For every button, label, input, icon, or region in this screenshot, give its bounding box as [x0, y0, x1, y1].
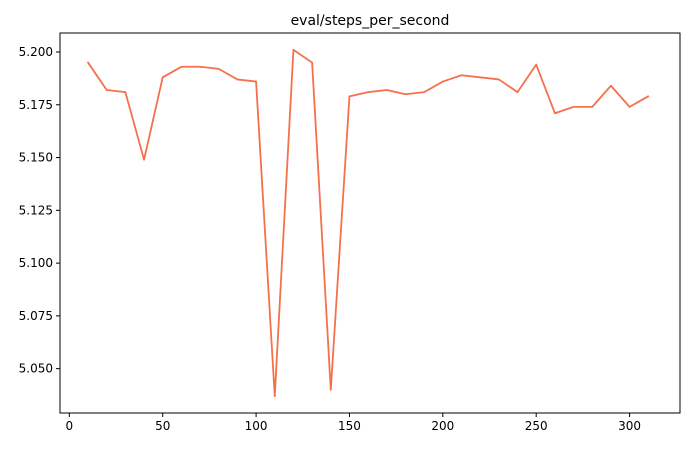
- data-point: [292, 48, 295, 51]
- data-point: [404, 93, 407, 96]
- plot-frame: [59, 32, 681, 414]
- data-point: [105, 89, 108, 91]
- y-tick-label: 5.150: [19, 151, 53, 165]
- data-point: [273, 395, 276, 398]
- y-tick-label: 5.200: [19, 45, 53, 59]
- series-line: [87, 48, 649, 398]
- y-tick-label: 5.100: [19, 256, 53, 270]
- x-tick-label: 50: [155, 419, 170, 433]
- y-tick-label: 5.075: [19, 309, 53, 323]
- x-tick-label: 300: [618, 419, 641, 433]
- chart-title: eval/steps_per_second: [291, 13, 450, 29]
- data-point: [497, 78, 500, 81]
- data-point: [516, 91, 519, 94]
- data-point: [535, 63, 538, 66]
- data-point: [87, 61, 89, 64]
- data-point: [610, 84, 612, 87]
- data-point: [441, 80, 444, 83]
- data-point: [628, 105, 631, 108]
- data-point: [348, 95, 351, 98]
- data-point: [161, 76, 164, 79]
- series-group: [87, 48, 650, 398]
- y-tick-label: 5.125: [19, 203, 53, 217]
- data-point: [572, 105, 575, 108]
- axis-ticks: 0 50 100 150 200 250 300 5.050 5.075 5.100 5.125 5.…: [19, 45, 641, 433]
- data-point: [367, 91, 370, 94]
- data-point: [385, 89, 388, 91]
- y-tick-label: 5.050: [19, 362, 53, 376]
- data-point: [143, 158, 145, 161]
- data-point: [236, 78, 239, 81]
- data-point: [255, 80, 257, 83]
- data-point: [647, 95, 650, 98]
- data-point: [460, 74, 463, 77]
- x-tick-label: 200: [431, 419, 454, 433]
- x-tick-label: 250: [525, 419, 548, 433]
- data-point: [553, 112, 556, 115]
- data-point: [217, 67, 220, 70]
- y-tick-label: 5.175: [19, 98, 53, 112]
- data-point: [479, 76, 482, 79]
- data-point: [311, 61, 314, 64]
- data-point: [124, 91, 127, 94]
- x-tick-label: 0: [66, 419, 74, 433]
- data-point: [591, 105, 594, 108]
- data-point: [180, 65, 183, 68]
- data-point: [423, 91, 426, 94]
- data-point: [199, 65, 201, 68]
- x-tick-label: 100: [245, 419, 268, 433]
- data-point: [329, 388, 332, 391]
- x-tick-label: 150: [338, 419, 361, 433]
